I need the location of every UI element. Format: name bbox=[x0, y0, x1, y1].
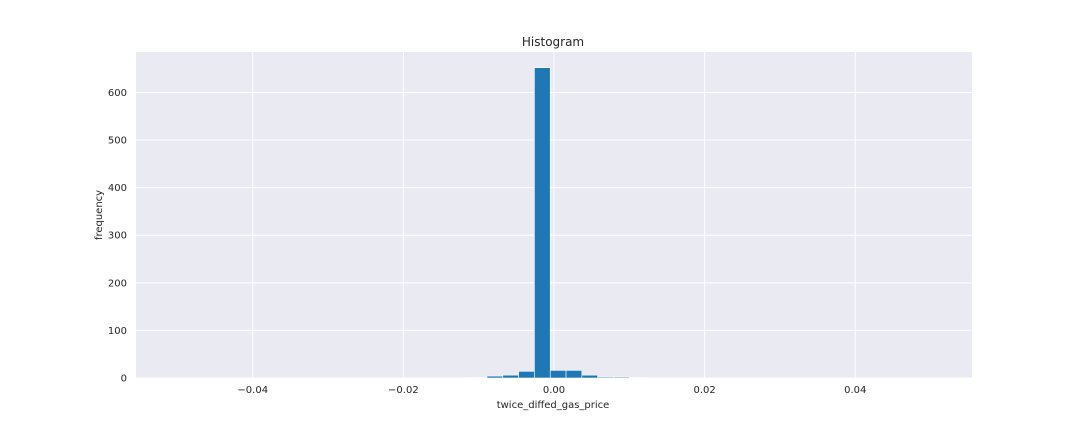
histogram-bar bbox=[581, 374, 598, 379]
grid bbox=[136, 52, 972, 379]
y-tick-label: 100 bbox=[108, 326, 127, 337]
x-tick-label: −0.04 bbox=[237, 385, 268, 396]
y-tick-label: 400 bbox=[108, 183, 127, 194]
y-tick-label: 600 bbox=[108, 88, 127, 99]
histogram-bar bbox=[518, 371, 535, 379]
histogram-bar bbox=[502, 374, 519, 379]
y-tick-label: 0 bbox=[121, 374, 127, 385]
y-tick-label: 200 bbox=[108, 278, 127, 289]
histogram-bar bbox=[613, 376, 630, 379]
chart-title: Histogram bbox=[522, 35, 584, 49]
histogram-bar bbox=[534, 67, 551, 379]
y-tick-label: 300 bbox=[108, 231, 127, 242]
bars bbox=[154, 67, 946, 379]
histogram-bar bbox=[565, 370, 583, 379]
histogram-bar bbox=[549, 370, 567, 379]
histogram-bar bbox=[597, 376, 614, 379]
x-tick-label: 0.02 bbox=[693, 385, 715, 396]
x-axis-label: twice_diffed_gas_price bbox=[497, 400, 610, 411]
y-axis-label: frequency bbox=[94, 190, 105, 240]
x-tick-label: −0.02 bbox=[388, 385, 419, 396]
x-tick-label: 0.04 bbox=[844, 385, 866, 396]
y-tick-label: 500 bbox=[108, 136, 127, 147]
x-tick-label: 0.00 bbox=[543, 385, 565, 396]
histogram-bar bbox=[486, 375, 504, 379]
y-axis-ticks: 0 100 200 300 400 500 600 bbox=[108, 88, 127, 385]
x-axis-ticks: −0.04 −0.02 0.00 0.02 0.04 bbox=[237, 385, 866, 396]
